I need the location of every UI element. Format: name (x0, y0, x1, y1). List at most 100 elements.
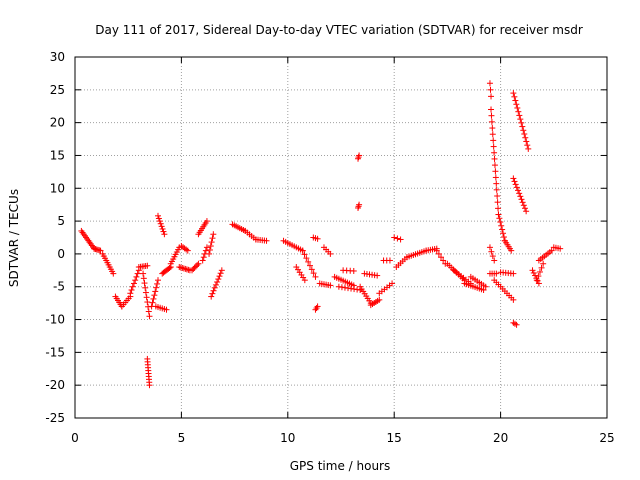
data-point (209, 290, 216, 297)
data-point (310, 270, 317, 277)
data-point (301, 251, 308, 258)
data-point (498, 222, 505, 229)
data-point (308, 266, 315, 273)
data-point (156, 218, 163, 225)
y-tick-label: 0 (57, 247, 65, 261)
data-point (207, 243, 214, 250)
data-point (518, 119, 525, 126)
data-point (536, 268, 543, 275)
data-point (486, 244, 493, 251)
data-point (488, 118, 495, 125)
data-point (314, 303, 321, 310)
data-point (128, 287, 135, 294)
data-point (494, 199, 501, 206)
data-point (523, 208, 530, 215)
data-point (166, 264, 173, 271)
y-tick-label: 30 (50, 50, 65, 64)
x-tick-label: 10 (280, 431, 295, 445)
data-point (438, 254, 445, 261)
data-point (511, 93, 518, 100)
data-point (517, 193, 524, 200)
data-point (206, 250, 213, 257)
data-point (211, 284, 218, 291)
data-point (487, 86, 494, 93)
data-point (314, 235, 321, 242)
data-point (210, 287, 217, 294)
data-point (510, 90, 517, 97)
data-point (495, 211, 502, 218)
data-point (529, 267, 536, 274)
data-point (508, 247, 515, 254)
data-point (514, 104, 521, 111)
data-point (516, 112, 523, 119)
data-point (435, 250, 442, 257)
data-point (394, 235, 401, 242)
data-point (482, 283, 489, 290)
data-point (510, 296, 517, 303)
data-point (513, 321, 520, 328)
x-tick-label: 15 (387, 431, 402, 445)
data-point (489, 131, 496, 138)
data-point (489, 253, 496, 260)
data-point (516, 190, 523, 197)
data-point (129, 283, 136, 290)
data-point (194, 262, 201, 269)
y-tick-label: 15 (50, 148, 65, 162)
data-point (489, 125, 496, 132)
data-point (155, 215, 162, 222)
data-point (497, 219, 504, 226)
data-point (134, 270, 141, 277)
data-point (110, 270, 117, 277)
data-point (491, 149, 498, 156)
data-point (203, 244, 210, 251)
data-point (306, 262, 313, 269)
data-point (374, 272, 381, 279)
chart-title: Day 111 of 2017, Sidereal Day-to-day VTE… (95, 23, 583, 37)
data-point (540, 260, 547, 267)
data-point (200, 254, 207, 261)
data-point (142, 284, 149, 291)
data-point (160, 228, 167, 235)
data-point (133, 273, 140, 280)
data-point (184, 247, 191, 254)
data-point (557, 245, 564, 252)
data-point (488, 106, 495, 113)
data-point (299, 247, 306, 254)
data-point (513, 184, 520, 191)
x-tick-label: 5 (178, 431, 186, 445)
data-point (488, 248, 495, 255)
data-point (517, 116, 524, 123)
data-point (154, 277, 161, 284)
data-point (440, 257, 447, 264)
data-point (511, 178, 518, 185)
y-tick-label: 20 (50, 116, 65, 130)
data-point (209, 235, 216, 242)
data-points (78, 80, 564, 389)
y-tick-label: -20 (45, 378, 65, 392)
y-tick-label: -15 (45, 345, 65, 359)
data-point (303, 255, 310, 262)
y-tick-label: 25 (50, 83, 65, 97)
data-point (152, 288, 159, 295)
data-point (433, 247, 440, 254)
data-point (327, 250, 334, 257)
plot-frame (74, 56, 608, 419)
data-point (142, 289, 149, 296)
data-point (144, 262, 151, 269)
data-point (215, 276, 222, 283)
data-point (491, 155, 498, 162)
data-point (512, 97, 519, 104)
data-point (140, 270, 147, 277)
data-point (500, 230, 507, 237)
data-point (535, 280, 542, 287)
data-point (494, 192, 501, 199)
data-point (327, 282, 334, 289)
data-point (521, 205, 528, 212)
data-point (163, 306, 170, 313)
data-point (535, 273, 542, 280)
data-point (391, 234, 398, 241)
data-point (389, 280, 396, 287)
data-point (145, 308, 152, 315)
data-point (522, 134, 529, 141)
data-point (515, 187, 522, 194)
